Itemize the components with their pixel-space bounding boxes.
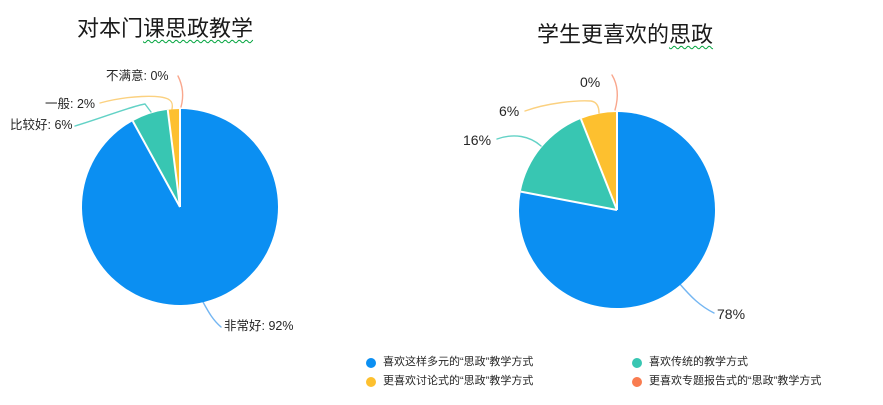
leader-line-dissatisfied [177, 75, 184, 108]
slice-separator [520, 190, 618, 211]
pie-chart-course-evaluation[interactable]: 对本门课思政教学 不满意: 0% 一般: 2% 比较好: 6% 非常好: 92% [0, 0, 441, 405]
legend-label: 喜欢传统的教学方式 [649, 356, 748, 368]
legend-dot-teal [632, 357, 642, 368]
callout-traditional: 16% [463, 132, 492, 148]
chart-title-spellcheck-segment: 思政 [669, 22, 714, 47]
pie-chart-student-preference[interactable]: 学生更喜欢的思政 0% 6% 16% 78% [441, 0, 883, 405]
legend-dot-orange [632, 376, 642, 387]
legend-item-diverse[interactable]: 喜欢这样多元的“思政”教学方式 [366, 355, 632, 370]
chart-title: 学生更喜欢的思政 [537, 22, 713, 48]
chart-title-spellcheck-segment: 课思政教学 [143, 16, 254, 41]
pie-slice-比较好[interactable] [132, 109, 180, 207]
leader-line-very-good [202, 301, 222, 328]
slice-separator [579, 118, 618, 211]
pie-slice-喜欢传统的教学方式[interactable] [520, 118, 617, 210]
legend-label: 更喜欢讨论式的“思政”教学方式 [383, 375, 534, 387]
legend-item-report[interactable]: 更喜欢专题报告式的“思政”教学方式 [632, 374, 878, 389]
callout-very-good: 非常好: 92% [224, 319, 294, 333]
leader-line-average [99, 95, 174, 110]
pie-svg[interactable] [0, 0, 441, 405]
legend-label: 更喜欢专题报告式的“思政”教学方式 [649, 375, 822, 387]
legend: 喜欢这样多元的“思政”教学方式 喜欢传统的教学方式 更喜欢讨论式的“思政”教学方… [366, 355, 878, 389]
chart-title: 对本门课思政教学 [77, 16, 253, 42]
legend-dot-blue [366, 357, 376, 368]
leader-line-traditional [496, 135, 542, 147]
callout-diverse: 78% [717, 306, 746, 322]
legend-dot-yellow [366, 376, 376, 387]
legend-label: 喜欢这样多元的“思政”教学方式 [383, 356, 534, 368]
slice-separator [131, 120, 181, 208]
chart-title-plain: 学生更喜欢的 [537, 22, 670, 47]
legend-item-traditional[interactable]: 喜欢传统的教学方式 [632, 355, 878, 370]
slice-separator [166, 109, 181, 208]
leader-line-fairly-good [74, 103, 152, 127]
leader-line-diverse [678, 282, 715, 314]
callout-dissatisfied: 不满意: 0% [106, 69, 169, 83]
callout-average: 一般: 2% [45, 97, 96, 111]
callout-fairly-good: 比较好: 6% [10, 118, 73, 132]
leader-line-discussion-style [524, 100, 600, 114]
chart-title-plain: 对本门 [77, 16, 144, 41]
leader-line-report-style [611, 74, 619, 111]
legend-item-discussion[interactable]: 更喜欢讨论式的“思政”教学方式 [366, 374, 632, 389]
callout-discussion-style: 6% [499, 103, 520, 119]
pie-svg[interactable] [441, 0, 883, 405]
callout-report-style: 0% [580, 74, 601, 90]
